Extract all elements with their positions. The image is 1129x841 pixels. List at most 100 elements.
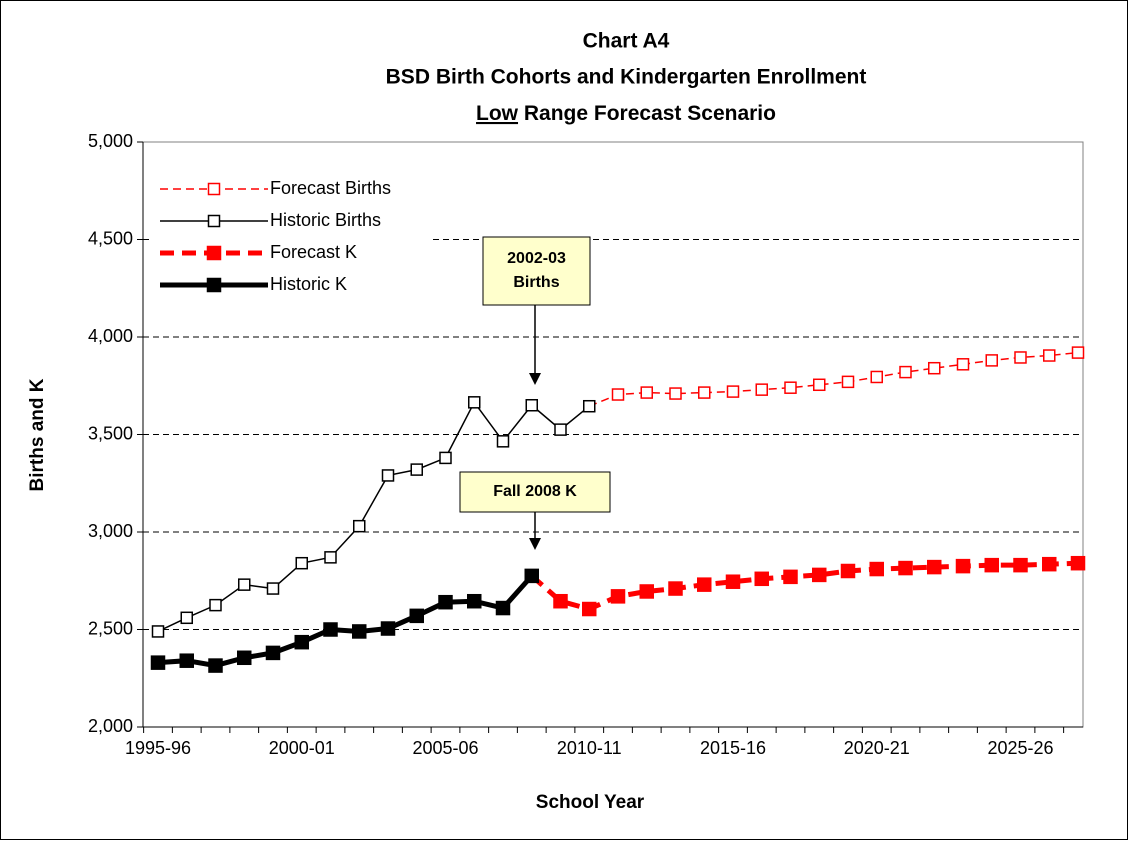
marker xyxy=(1071,346,1085,359)
marker xyxy=(611,388,625,401)
marker xyxy=(1013,557,1028,573)
marker xyxy=(955,558,971,574)
y-tick-label: 5,000 xyxy=(88,131,133,151)
marker xyxy=(238,578,251,591)
marker xyxy=(668,581,683,596)
marker xyxy=(1043,349,1056,362)
marker xyxy=(439,451,452,465)
chart-title: Chart A4 xyxy=(583,30,670,53)
marker xyxy=(1070,555,1086,571)
marker xyxy=(266,582,280,595)
marker xyxy=(206,245,222,261)
marker xyxy=(323,622,338,637)
marker xyxy=(726,385,740,398)
marker xyxy=(639,584,654,599)
marker xyxy=(754,571,769,587)
legend-label: Forecast Births xyxy=(270,178,391,198)
marker xyxy=(812,567,827,583)
subtitle-part: Low xyxy=(476,102,519,125)
chart-subtitle: Low Range Forecast Scenario xyxy=(476,102,776,125)
marker xyxy=(380,621,396,636)
marker xyxy=(294,634,309,650)
marker xyxy=(353,519,366,533)
marker xyxy=(841,375,855,389)
marker xyxy=(669,387,682,400)
marker xyxy=(524,568,539,584)
legend-label: Forecast K xyxy=(270,242,357,262)
annotation-text: Births xyxy=(513,274,559,291)
legend-label: Historic Births xyxy=(270,210,381,230)
marker xyxy=(295,556,308,570)
y-tick-label: 3,500 xyxy=(88,423,133,443)
arrow-head xyxy=(529,538,541,550)
annotation-box xyxy=(482,236,591,306)
marker xyxy=(410,463,423,476)
x-tick-label: 2010-11 xyxy=(557,738,622,758)
y-tick-label: 2,000 xyxy=(88,716,133,736)
marker xyxy=(755,383,768,396)
y-tick-label: 2,500 xyxy=(88,618,133,638)
marker xyxy=(554,423,567,436)
marker xyxy=(467,593,482,609)
x-tick-label: 2005-06 xyxy=(412,738,478,758)
marker xyxy=(697,577,712,592)
annotation-text: 2002-03 xyxy=(507,250,566,267)
marker xyxy=(725,574,741,589)
marker xyxy=(784,381,797,394)
marker xyxy=(698,386,711,399)
x-tick-label: 2000-01 xyxy=(269,738,335,758)
marker xyxy=(869,561,884,577)
marker xyxy=(207,214,221,228)
marker xyxy=(813,378,826,392)
x-tick-label: 2015-16 xyxy=(700,738,766,758)
marker xyxy=(324,551,337,564)
marker xyxy=(898,560,913,576)
marker xyxy=(783,569,798,585)
marker xyxy=(840,563,856,579)
subtitle-part: Range Forecast Scenario xyxy=(518,102,776,125)
y-tick-label: 4,000 xyxy=(88,326,133,346)
marker xyxy=(438,594,453,610)
marker xyxy=(927,559,942,575)
marker xyxy=(984,557,999,573)
marker xyxy=(496,435,510,448)
marker xyxy=(899,365,912,379)
x-tick-label: 1995-96 xyxy=(125,738,191,758)
x-axis-label: School Year xyxy=(536,792,645,813)
marker xyxy=(640,386,653,399)
marker xyxy=(381,469,395,482)
marker xyxy=(985,354,998,367)
y-axis-label: Births and K xyxy=(27,378,48,491)
legend-label: Historic K xyxy=(270,274,347,294)
marker xyxy=(265,645,281,661)
marker xyxy=(208,658,223,673)
marker xyxy=(179,653,194,668)
marker xyxy=(610,589,626,604)
marker xyxy=(1042,556,1057,572)
annotation-text: Fall 2008 K xyxy=(493,483,577,500)
marker xyxy=(206,277,222,293)
marker xyxy=(409,608,424,624)
marker xyxy=(495,600,511,616)
marker xyxy=(582,601,597,617)
marker xyxy=(209,598,222,612)
marker xyxy=(352,624,367,639)
annotation-box xyxy=(459,471,611,513)
marker xyxy=(468,396,481,409)
legend: Forecast Births Historic Births Forecast K… xyxy=(150,166,432,306)
x-tick-label: 2025-26 xyxy=(987,738,1053,758)
chart-title: BSD Birth Cohorts and Kindergarten Enrol… xyxy=(386,66,867,89)
arrow-head xyxy=(529,373,541,385)
marker xyxy=(237,650,252,666)
marker xyxy=(180,611,193,625)
marker xyxy=(525,399,538,412)
marker xyxy=(1014,351,1027,364)
marker xyxy=(151,625,165,638)
marker xyxy=(553,593,568,609)
marker xyxy=(956,358,970,371)
series-line xyxy=(157,400,590,633)
marker xyxy=(207,182,221,196)
marker xyxy=(150,655,166,670)
y-tick-label: 4,500 xyxy=(88,228,133,248)
